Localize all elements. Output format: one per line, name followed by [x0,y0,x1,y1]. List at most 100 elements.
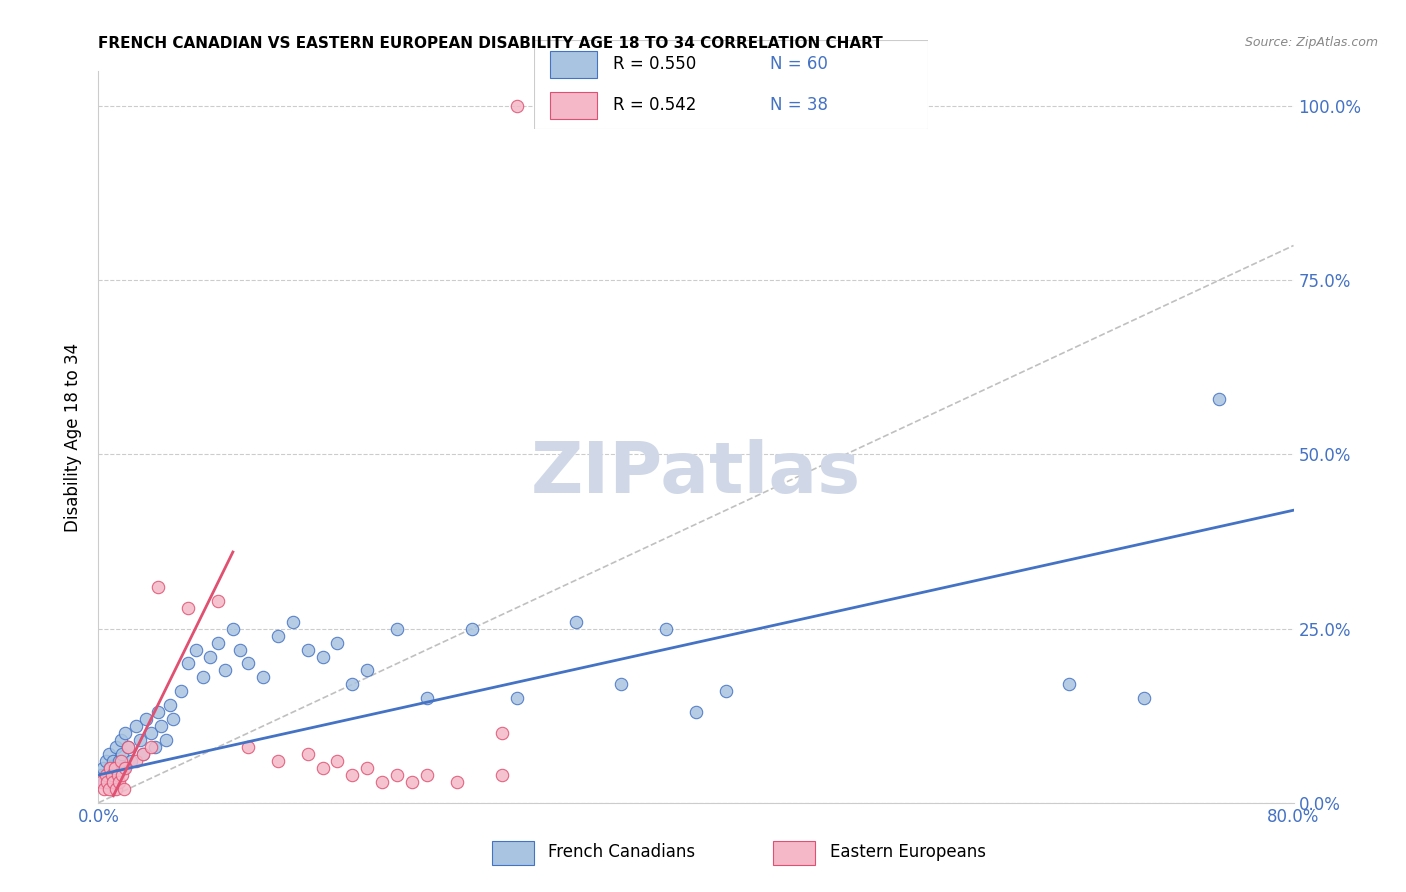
Y-axis label: Disability Age 18 to 34: Disability Age 18 to 34 [65,343,83,532]
Point [101,775,124,789]
Text: FRENCH CANADIAN VS EASTERN EUROPEAN DISABILITY AGE 18 TO 34 CORRELATION CHART: FRENCH CANADIAN VS EASTERN EUROPEAN DISA… [98,36,883,51]
Point [311,649,333,664]
Point [100,761,122,775]
Point [416,768,439,782]
FancyBboxPatch shape [534,40,928,129]
Point [177,657,200,671]
Point [110,733,132,747]
Point [91,761,114,775]
Point [1133,691,1156,706]
Point [491,726,513,740]
Point [311,761,333,775]
Point [342,768,364,782]
Point [94,754,117,768]
Point [90,768,112,782]
Point [111,747,134,761]
Point [132,747,155,761]
Point [93,781,115,796]
Point [267,754,290,768]
Point [112,761,135,775]
Point [129,733,152,747]
Point [93,775,115,789]
Point [297,747,319,761]
Point [446,775,468,789]
Point [96,775,118,789]
Text: R = 0.550   N = 60: R = 0.550 N = 60 [619,82,789,100]
Point [103,754,125,768]
Point [94,768,117,782]
Point [200,649,222,664]
Point [236,740,259,755]
Point [714,684,737,698]
Point [207,594,229,608]
Text: R = 0.542: R = 0.542 [613,96,696,114]
Point [103,775,125,789]
Point [90,775,112,789]
Point [252,670,274,684]
FancyBboxPatch shape [550,51,598,78]
Point [191,670,214,684]
Text: R = 0.550: R = 0.550 [613,55,696,73]
Point [207,635,229,649]
Point [159,698,181,713]
Point [1208,392,1230,406]
Point [281,615,304,629]
Point [565,615,588,629]
Point [326,635,349,649]
Text: N = 38: N = 38 [770,96,828,114]
Point [461,622,484,636]
Point [685,705,707,719]
Text: N = 60: N = 60 [770,55,828,73]
Point [143,740,166,755]
Point [506,99,529,113]
Point [125,754,148,768]
Point [326,754,349,768]
Point [655,622,678,636]
Text: French Canadians: French Canadians [548,843,696,861]
Text: ZIPatlas: ZIPatlas [531,439,860,508]
Point [108,754,131,768]
Point [112,781,135,796]
Point [114,761,136,775]
Point [125,719,148,733]
Point [356,761,378,775]
Point [110,754,132,768]
Point [385,622,409,636]
Point [342,677,364,691]
Point [162,712,184,726]
Point [108,775,131,789]
Point [101,768,124,782]
Point [297,642,319,657]
Point [139,726,162,740]
Point [105,781,128,796]
Point [214,664,236,678]
Point [117,740,139,755]
Point [371,775,394,789]
Text: Source: ZipAtlas.com: Source: ZipAtlas.com [1244,36,1378,49]
Point [111,768,134,782]
Point [385,768,409,782]
Point [610,677,633,691]
Text: Eastern Europeans: Eastern Europeans [830,843,986,861]
Point [356,664,378,678]
Point [132,747,155,761]
Text: R = 0.542   N = 38: R = 0.542 N = 38 [619,112,789,129]
Point [155,733,177,747]
Point [236,657,259,671]
Point [148,705,170,719]
Point [105,740,128,755]
FancyBboxPatch shape [492,840,534,865]
Point [267,629,290,643]
Point [104,768,127,782]
Point [150,719,173,733]
Point [416,691,439,706]
Point [104,761,127,775]
Point [184,642,207,657]
Point [114,726,136,740]
Point [97,747,120,761]
Point [135,712,157,726]
Point [506,691,529,706]
Point [491,768,513,782]
Point [96,768,118,782]
Point [169,684,191,698]
